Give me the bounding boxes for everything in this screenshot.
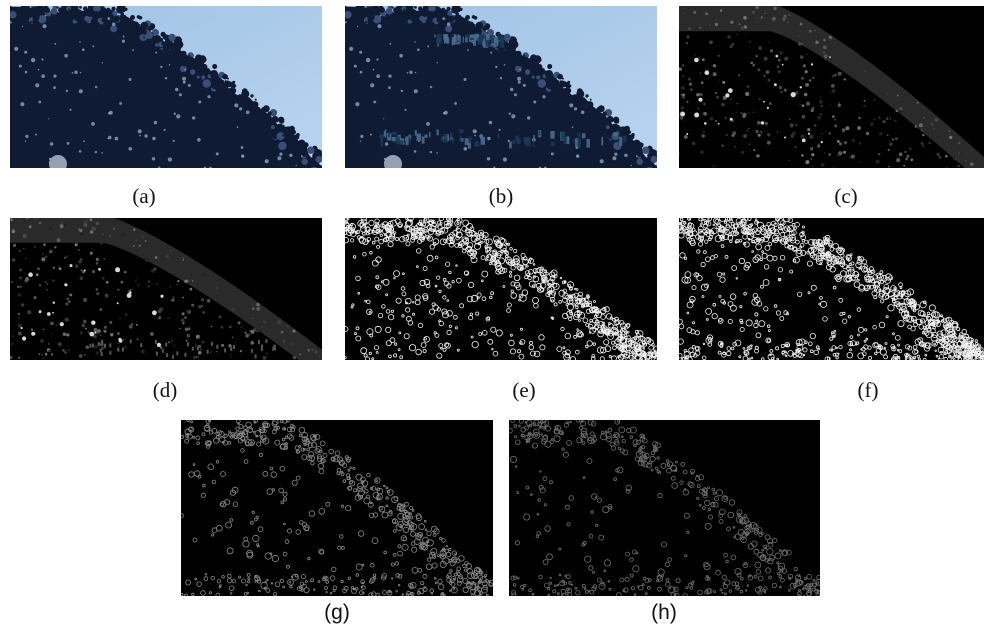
panel-g-image (181, 420, 493, 596)
edge-map-sparse (181, 420, 493, 596)
caption-h: (h) (651, 601, 677, 624)
dark-sky-map (679, 6, 984, 168)
tree-photo-corrupted (345, 6, 657, 168)
panel-d-image (10, 218, 322, 360)
caption-g: (g) (324, 601, 350, 624)
caption-d: (d) (152, 378, 178, 402)
edge-map-dense-corrupted (679, 218, 984, 360)
edge-map-dense (345, 218, 657, 360)
caption-f: (f) (857, 378, 879, 402)
caption-b: (b) (488, 184, 514, 208)
caption-e: (e) (512, 378, 536, 402)
panel-e-image (345, 218, 657, 360)
caption-a: (a) (132, 184, 156, 208)
tree-photo (10, 6, 322, 168)
caption-c: (c) (834, 184, 858, 208)
panel-b-image (345, 6, 657, 168)
panel-c-image (679, 6, 984, 168)
panel-h-image (509, 420, 820, 596)
panel-a-image (10, 6, 322, 168)
edge-map-sparse-dim (509, 420, 820, 596)
dark-sky-map-corrupted (10, 218, 322, 360)
panel-f-image (679, 218, 984, 360)
